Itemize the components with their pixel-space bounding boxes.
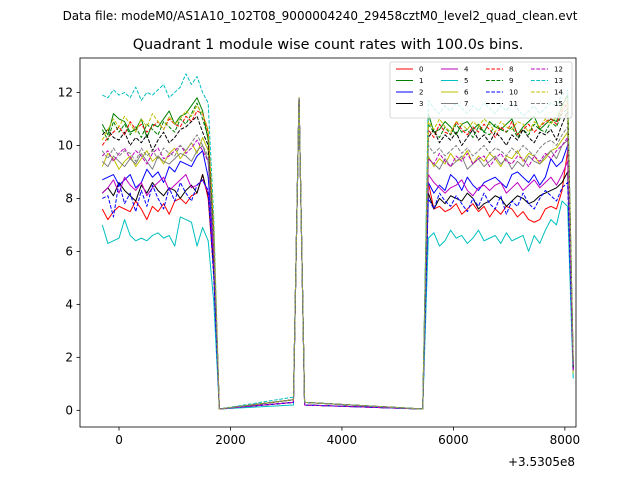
series-layer [101, 73, 574, 410]
x-tick-label: 8000 [550, 433, 581, 447]
legend-label-8: 8 [509, 66, 513, 74]
legend-label-15: 15 [554, 100, 563, 108]
y-tick-label: 0 [65, 404, 73, 418]
legend-label-2: 2 [419, 89, 423, 97]
x-tick-label: 6000 [438, 433, 469, 447]
legend-label-9: 9 [509, 77, 513, 85]
series-line-11 [101, 97, 574, 410]
legend-label-11: 11 [509, 100, 518, 108]
figure-suptitle: Data file: modeM0/AS1A10_102T08_90000042… [63, 9, 578, 23]
y-tick-label: 2 [65, 351, 73, 365]
y-tick-label: 4 [65, 298, 73, 312]
x-axis: 0 2000 4000 6000 8000 [115, 427, 580, 447]
legend-label-13: 13 [554, 77, 563, 85]
series-line-15 [101, 97, 574, 410]
series-line-5 [101, 97, 574, 410]
legend-label-7: 7 [464, 100, 468, 108]
y-tick-label: 6 [65, 245, 73, 259]
series-line-14 [101, 97, 574, 410]
x-tick-label: 4000 [327, 433, 358, 447]
x-tick-label: 0 [115, 433, 123, 447]
legend-label-5: 5 [464, 77, 468, 85]
x-tick-label: 2000 [215, 433, 246, 447]
series-line-12 [101, 97, 574, 410]
legend-frame [389, 61, 573, 119]
legend-label-14: 14 [554, 89, 563, 97]
legend-label-1: 1 [419, 77, 423, 85]
legend-label-4: 4 [464, 66, 469, 74]
legend-label-12: 12 [554, 66, 563, 74]
y-tick-label: 10 [58, 139, 73, 153]
series-line-7 [101, 97, 574, 410]
x-axis-offset-label: +3.5305e8 [508, 455, 575, 469]
chart-title: Quadrant 1 module wise count rates with … [133, 37, 524, 53]
y-tick-label: 12 [58, 86, 73, 100]
plot-area-frame [79, 57, 577, 428]
legend-label-3: 3 [419, 100, 423, 108]
legend-label-6: 6 [464, 89, 469, 97]
series-line-10 [102, 97, 574, 410]
legend-label-0: 0 [419, 66, 423, 74]
legend-label-10: 10 [509, 89, 518, 97]
y-axis: 0 2 4 6 8 10 12 [58, 86, 80, 418]
y-tick-label: 8 [65, 192, 73, 206]
